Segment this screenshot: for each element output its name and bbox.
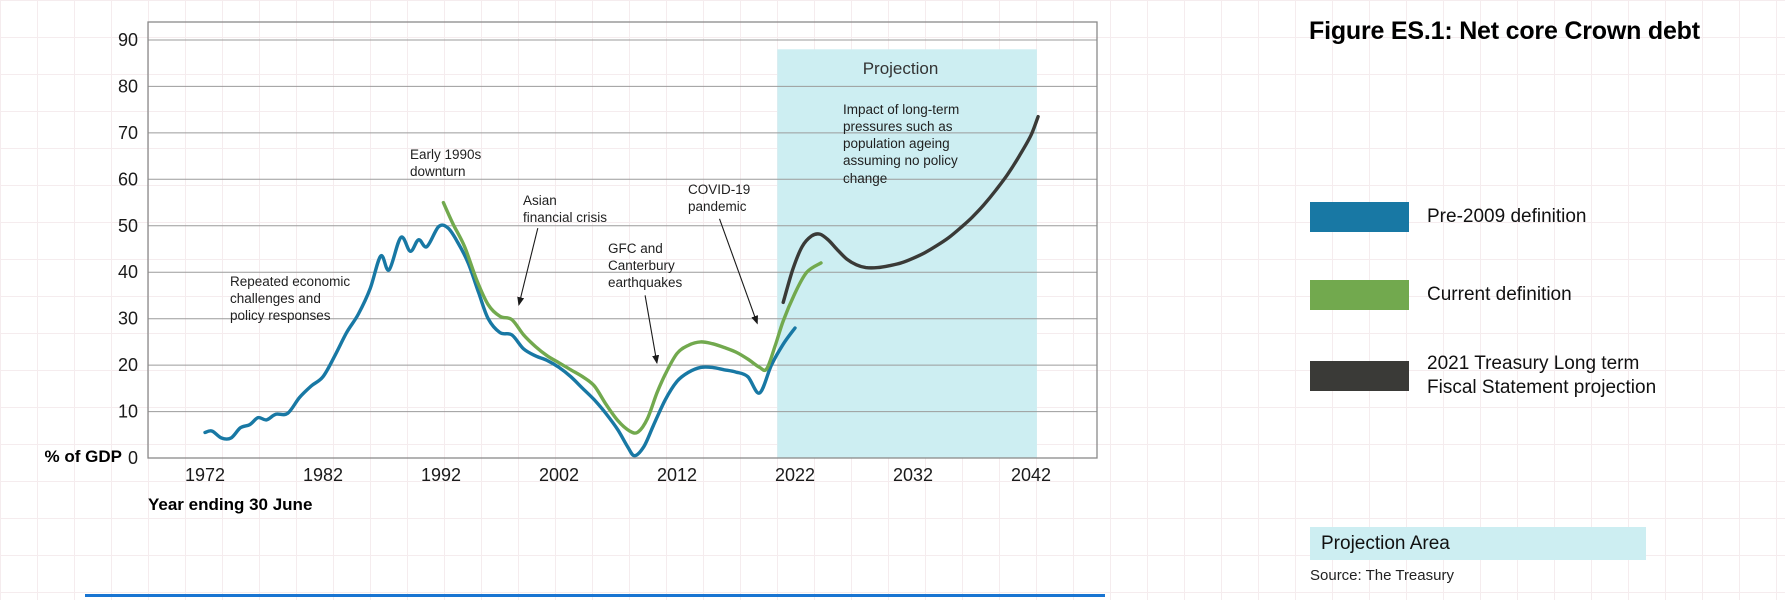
legend-item-ltfs-projection: 2021 Treasury Long term Fiscal Statement…: [1310, 352, 1656, 400]
y-axis-label: % of GDP: [44, 447, 122, 466]
y-tick-label: 30: [118, 309, 138, 329]
annotation-gfc-canterbury: GFC and Canterbury earthquakes: [608, 241, 683, 291]
legend-label-pre-2009: Pre-2009 definition: [1427, 206, 1587, 228]
projection-area-key: Projection Area: [1310, 527, 1646, 560]
annotation-repeated-economic: Repeated economic challenges and policy …: [230, 274, 351, 324]
x-tick-label: 1992: [421, 465, 461, 485]
y-tick-label: 20: [118, 355, 138, 375]
bottom-accent-line: [85, 594, 1105, 597]
annotation-covid-19: COVID-19 pandemic: [688, 182, 751, 215]
projection-region: [777, 49, 1037, 459]
plot-border: [147, 21, 1098, 459]
series-pre-2009-definition: [203, 223, 797, 458]
y-tick-label: 0: [128, 448, 138, 468]
x-tick-label: 1972: [185, 465, 225, 485]
x-tick-label: 1982: [303, 465, 343, 485]
y-tick-label: 60: [118, 169, 138, 189]
projection-label: Projection: [862, 59, 939, 78]
x-axis-label: Year ending 30 June: [148, 495, 313, 514]
annotation-asian-crisis: Asian financial crisis: [523, 193, 608, 226]
legend-swatch-pre-2009: [1310, 202, 1409, 232]
x-tick-label: 2042: [1011, 465, 1051, 485]
annotation-early-1990s: Early 1990s downturn: [410, 147, 482, 180]
x-tick-label: 2022: [775, 465, 815, 485]
y-tick-label: 50: [118, 216, 138, 236]
projection-area-label: Projection Area: [1321, 532, 1450, 554]
series-2021-treasury-long-term-fiscal-statement-projection: [781, 114, 1040, 305]
y-tick-label: 40: [118, 262, 138, 282]
legend-swatch-current: [1310, 280, 1409, 310]
series-current-definition: [441, 200, 823, 435]
x-tick-label: 2002: [539, 465, 579, 485]
x-tick-label: 2032: [893, 465, 933, 485]
y-tick-label: 70: [118, 123, 138, 143]
legend-item-pre-2009: Pre-2009 definition: [1310, 202, 1587, 232]
y-tick-label: 90: [118, 30, 138, 50]
x-tick-label: 2012: [657, 465, 697, 485]
legend-label-current: Current definition: [1427, 284, 1572, 306]
annotation-arrow-covid-19: [718, 218, 758, 325]
annotation-arrow-asian-crisis: [517, 227, 539, 306]
legend-label-ltfs-projection: 2021 Treasury Long term Fiscal Statement…: [1427, 353, 1657, 398]
annotation-arrow-gfc-canterbury: [644, 295, 660, 365]
annotation-long-term-pressures: Impact of long-term pressures such as po…: [843, 102, 960, 186]
legend-item-current: Current definition: [1310, 280, 1572, 310]
figure-title: Figure ES.1: Net core Crown debt: [1309, 17, 1700, 45]
y-tick-label: 80: [118, 76, 138, 96]
y-tick-label: 10: [118, 402, 138, 422]
legend-swatch-ltfs-projection: [1310, 360, 1409, 391]
source-text: Source: The Treasury: [1310, 567, 1454, 584]
